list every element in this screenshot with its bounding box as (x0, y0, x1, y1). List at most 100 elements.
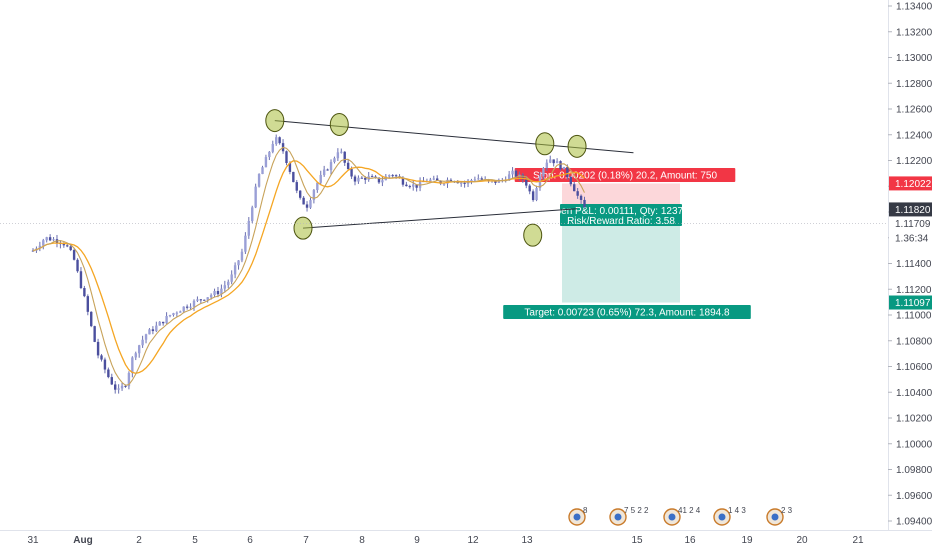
candle-body (38, 245, 42, 249)
candle-body (69, 246, 72, 251)
candle-body (90, 311, 93, 327)
candle-body (158, 321, 161, 326)
touch-point-marker[interactable] (523, 223, 543, 247)
price-label-bg (889, 216, 932, 231)
candle-body (52, 239, 55, 241)
lower-trendline[interactable] (302, 208, 578, 229)
touch-point-marker[interactable] (265, 109, 285, 133)
candle-body (459, 182, 463, 184)
target-label-bg (503, 305, 751, 319)
candle-body (583, 199, 586, 208)
candle-body (168, 315, 172, 317)
target-label[interactable]: Target: 0.00723 (0.65%) 72.3, Amount: 18… (503, 305, 751, 319)
candle-body (137, 345, 141, 354)
candle-body (295, 182, 298, 191)
candle-body (110, 377, 113, 385)
target-zone[interactable] (562, 223, 680, 303)
y-tick-label: 1.10400 (896, 388, 932, 399)
candle-body (103, 359, 107, 370)
candle-body (442, 183, 446, 185)
touch-point-marker[interactable] (535, 132, 555, 156)
candle-body (268, 151, 271, 158)
candle-body (83, 288, 86, 297)
candle-body (418, 181, 422, 188)
candle-body (86, 296, 90, 312)
touch-point-marker[interactable] (329, 112, 349, 136)
candle-body (319, 174, 322, 183)
x-tick-label: 7 (303, 535, 309, 546)
economic-event-group[interactable]: 1 4 3 (713, 506, 746, 526)
candle-body (233, 265, 237, 275)
economic-event-group[interactable]: 7 5 2 2 (609, 506, 649, 526)
candle-body (555, 161, 559, 164)
position-tool[interactable]: Stop: 0.00202 (0.18%) 20.2, Amount: 750 O… (503, 168, 751, 319)
candle-body (449, 179, 453, 182)
candle-body (161, 321, 165, 324)
candle-body (340, 151, 343, 153)
y-tick-label: 1.10600 (896, 362, 932, 373)
candle-body (189, 306, 192, 308)
price-label-countdown: 1.36:34 (889, 230, 932, 245)
risk-reward-text: Risk/Reward Ratio: 3.58 (567, 216, 675, 227)
candle-body (288, 163, 292, 172)
drawings[interactable] (0, 109, 888, 247)
candle-body (487, 179, 490, 182)
candle-body (127, 373, 131, 387)
economic-event-group[interactable]: 2 3 (766, 506, 793, 526)
candle-body (96, 341, 100, 356)
economic-event-group[interactable]: 8 (568, 506, 588, 526)
price-label-text: 1.11820 (895, 205, 931, 216)
candle-body (511, 170, 514, 175)
event-count: 1 4 3 (728, 506, 746, 515)
y-tick-label: 1.11200 (896, 285, 932, 296)
x-tick-label: 16 (684, 535, 696, 546)
candle-body (206, 297, 209, 300)
x-tick-label: 2 (136, 535, 142, 546)
candle-body (124, 385, 127, 387)
candle-body (244, 235, 247, 252)
candle-body (100, 355, 103, 360)
y-tick-label: 1.13200 (896, 27, 932, 38)
x-tick-label: 9 (414, 535, 420, 546)
candle-body (93, 326, 96, 342)
candle-body (336, 152, 340, 159)
candle-body (275, 137, 278, 145)
candle-body (562, 166, 566, 170)
candle-body (528, 185, 531, 192)
price-label-text: 1.11709 (895, 219, 931, 230)
candle-body (62, 244, 66, 246)
candle-body (579, 195, 583, 200)
economic-events[interactable]: 8 7 5 2 2 41 2 4 1 4 3 2 3 (568, 506, 793, 526)
touch-point-marker[interactable] (567, 134, 587, 158)
candle-body (175, 312, 179, 314)
price-label-bg (889, 202, 932, 217)
candle-body (569, 177, 573, 185)
candle-body (165, 316, 168, 324)
price-label-bg (889, 295, 932, 310)
candle-body (357, 177, 360, 182)
economic-event-group[interactable]: 41 2 4 (663, 506, 701, 526)
price-axis[interactable] (888, 0, 932, 550)
candle-body (343, 151, 346, 163)
target-label-text: Target: 0.00723 (0.65%) 72.3, Amount: 18… (524, 308, 730, 319)
candle-body (333, 158, 336, 163)
candle-body (196, 299, 199, 301)
open-pnl-label[interactable]: Open P&L: 0.00111, Qty: 123762Risk/Rewar… (548, 204, 695, 227)
touch-point-marker[interactable] (293, 216, 313, 240)
candle-body (514, 170, 518, 177)
candle-body (264, 157, 268, 168)
candle-body (326, 169, 329, 171)
candle-body (261, 167, 264, 175)
candle-body (408, 186, 412, 188)
candle-body (477, 178, 480, 180)
y-tick-label: 1.12200 (896, 156, 932, 167)
price-label-target: 1.11097 (889, 295, 932, 310)
candle-body (151, 329, 155, 332)
x-tick-label: 15 (631, 535, 643, 546)
y-tick-label: 1.10800 (896, 336, 932, 347)
candle-body (254, 186, 257, 208)
candle-body (576, 191, 579, 196)
event-count: 7 5 2 2 (624, 506, 649, 515)
